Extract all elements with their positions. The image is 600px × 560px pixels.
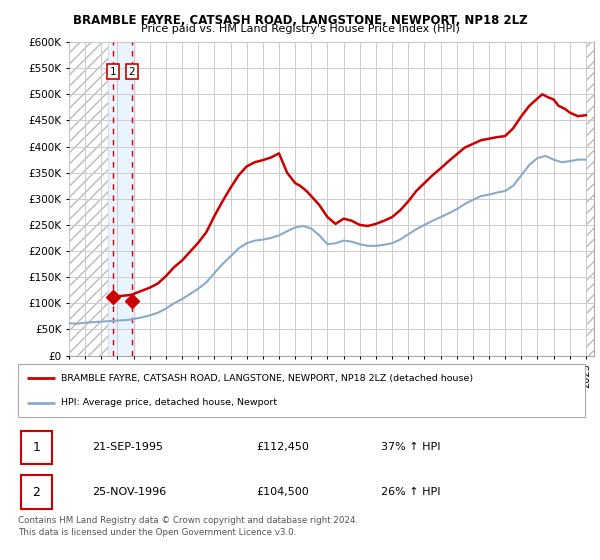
Text: £104,500: £104,500 — [256, 487, 309, 497]
Bar — [108, 42, 136, 356]
FancyBboxPatch shape — [21, 431, 52, 464]
Text: £112,450: £112,450 — [256, 442, 309, 452]
Text: 1: 1 — [110, 67, 116, 77]
Text: Contains HM Land Registry data © Crown copyright and database right 2024.
This d: Contains HM Land Registry data © Crown c… — [18, 516, 358, 537]
Text: 1: 1 — [32, 441, 40, 454]
Text: 2: 2 — [128, 67, 136, 77]
Bar — [586, 42, 594, 356]
Text: Price paid vs. HM Land Registry's House Price Index (HPI): Price paid vs. HM Land Registry's House … — [140, 24, 460, 34]
Text: 2: 2 — [32, 486, 40, 499]
FancyBboxPatch shape — [21, 475, 52, 509]
Text: BRAMBLE FAYRE, CATSASH ROAD, LANGSTONE, NEWPORT, NP18 2LZ (detached house): BRAMBLE FAYRE, CATSASH ROAD, LANGSTONE, … — [61, 374, 473, 383]
Text: 25-NOV-1996: 25-NOV-1996 — [92, 487, 166, 497]
Text: HPI: Average price, detached house, Newport: HPI: Average price, detached house, Newp… — [61, 398, 277, 407]
Text: 26% ↑ HPI: 26% ↑ HPI — [381, 487, 440, 497]
Text: BRAMBLE FAYRE, CATSASH ROAD, LANGSTONE, NEWPORT, NP18 2LZ: BRAMBLE FAYRE, CATSASH ROAD, LANGSTONE, … — [73, 14, 527, 27]
FancyBboxPatch shape — [18, 364, 585, 417]
Text: 37% ↑ HPI: 37% ↑ HPI — [381, 442, 440, 452]
Text: 21-SEP-1995: 21-SEP-1995 — [92, 442, 163, 452]
Bar — [69, 42, 108, 356]
